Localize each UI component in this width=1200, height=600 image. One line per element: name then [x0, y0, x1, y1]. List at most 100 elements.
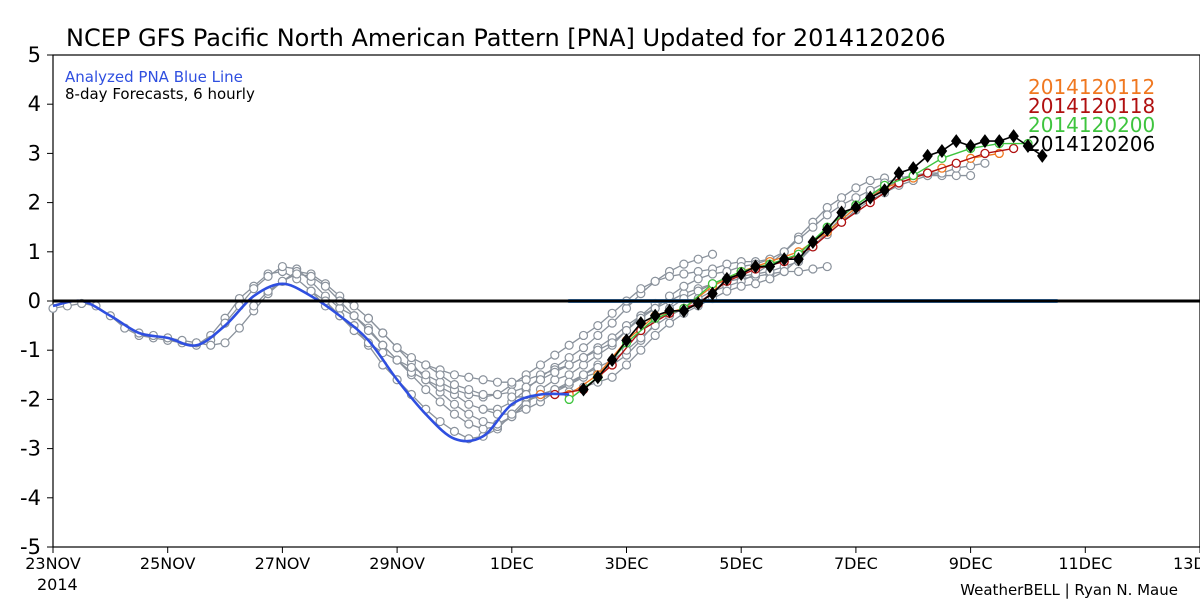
ensemble-point	[464, 384, 474, 395]
analyzed-series	[52, 282, 570, 443]
legend-entry-2014120118: 2014120118	[1028, 94, 1155, 118]
ensemble-point	[263, 271, 273, 281]
analyzed-note: Analyzed PNA Blue Line	[65, 68, 243, 86]
x-tick-label: 3DEC	[605, 554, 649, 573]
ensemble-point	[693, 274, 703, 284]
run-point-2014120206	[592, 370, 604, 385]
ensemble-point	[421, 384, 431, 395]
ensemble-point	[378, 328, 388, 338]
run-point-2014120206	[649, 308, 661, 323]
ensemble-point	[292, 269, 302, 279]
ensemble-point	[449, 409, 460, 419]
ensemble-point	[277, 261, 287, 272]
run-point-2014120206	[951, 134, 962, 149]
ensemble-point	[564, 377, 574, 387]
legend-entry-2014120200: 2014120200	[1028, 113, 1155, 137]
y-tick-label: 3	[28, 141, 41, 165]
ensemble-line	[52, 270, 555, 440]
y-tick-label: -3	[20, 437, 41, 461]
ensemble-point	[249, 284, 259, 294]
chart-title: NCEP GFS Pacific North American Pattern …	[66, 24, 946, 52]
y-tick-label: -5	[20, 535, 41, 559]
ensemble-point	[478, 404, 488, 414]
ensemble-point	[464, 399, 474, 409]
run-point-2014120118	[836, 217, 847, 227]
x-tick-label: 9DEC	[949, 554, 993, 573]
run-point-2014120206	[1008, 129, 1019, 144]
run-point-2014120206	[735, 266, 747, 281]
run-point-2014120206	[621, 333, 632, 348]
ensemble-point	[793, 266, 804, 277]
ensemble-point	[578, 343, 589, 353]
ensemble-point	[679, 281, 689, 291]
ensemble-point	[564, 340, 574, 350]
y-axis: 5 4 3 2 1 0 -1 -2 -3 -4 -5	[20, 43, 53, 559]
run-point-2014120206	[908, 161, 919, 176]
run-point-2014120206	[1022, 139, 1034, 154]
ensemble-point	[507, 377, 517, 387]
y-tick-label: -1	[20, 338, 41, 362]
forecast-runs	[535, 129, 1048, 405]
ensemble-point	[621, 325, 632, 336]
ensemble-point	[435, 370, 445, 380]
ensemble-point	[607, 372, 617, 382]
ensemble-point	[206, 340, 216, 350]
ensemble-point	[664, 291, 675, 301]
ensemble-point	[707, 249, 718, 259]
run-point-2014120206	[707, 286, 718, 301]
x-tick-label: 25NOV	[140, 554, 196, 573]
ensemble-point	[865, 175, 875, 186]
ensemble-point	[550, 367, 560, 377]
ensemble-point	[550, 350, 560, 360]
run-point-2014120206	[994, 134, 1005, 149]
run-point-2014120206	[807, 234, 819, 249]
ensemble-point	[808, 222, 818, 232]
ensemble-point	[435, 397, 445, 407]
x-tick-label: 27NOV	[255, 554, 311, 573]
run-point-2014120206	[750, 259, 761, 274]
ensemble-point	[478, 375, 488, 385]
ensemble-point	[750, 279, 761, 289]
run-point-2014120206	[821, 222, 833, 237]
run-point-2014120206	[893, 166, 905, 181]
ensemble-point	[363, 325, 374, 336]
run-point-2014120206	[979, 134, 991, 149]
ensemble-point	[664, 318, 675, 328]
ensemble-point	[464, 372, 474, 382]
ensemble-point	[220, 338, 230, 348]
ensemble-point	[578, 370, 589, 380]
ensemble-point	[822, 261, 832, 272]
x-tick-label: 13DEC	[1173, 554, 1200, 573]
run-point-2014120206	[850, 200, 862, 215]
ensemble-point	[464, 419, 474, 429]
legend-entry-2014120206: 2014120206	[1028, 132, 1155, 156]
run-point-2014120206	[635, 316, 647, 331]
y-tick-label: 4	[28, 92, 41, 116]
ensemble-point	[822, 210, 832, 220]
ensemble-point	[564, 360, 574, 370]
ensemble-point	[507, 409, 517, 419]
ensemble-point	[808, 264, 818, 274]
ensemble-point	[965, 170, 976, 181]
ensemble-point	[306, 271, 316, 281]
ensemble-point	[636, 345, 646, 355]
ensemble-point	[650, 276, 660, 286]
x-tick-label: 5DEC	[719, 554, 763, 573]
run-point-2014120206	[721, 271, 733, 286]
ensemble-point	[406, 352, 417, 363]
forecast-note: 8-day Forecasts, 6 hourly	[65, 85, 255, 103]
ensemble-point	[980, 158, 990, 168]
ensemble-point	[363, 313, 374, 323]
x-tick-label: 11DEC	[1058, 554, 1112, 573]
ensemble-point	[449, 426, 460, 436]
ensemble-point	[693, 254, 703, 264]
ensemble-point	[593, 330, 603, 341]
run-point-2014120206	[836, 205, 847, 220]
run-point-2014120206	[1037, 148, 1048, 163]
ensemble-point	[392, 343, 402, 353]
ensemble-point	[765, 274, 775, 284]
y-tick-label: 5	[28, 43, 41, 67]
ensemble-point	[736, 281, 746, 291]
run-point-2014120200	[564, 394, 574, 405]
run-point-2014120206	[879, 183, 890, 198]
